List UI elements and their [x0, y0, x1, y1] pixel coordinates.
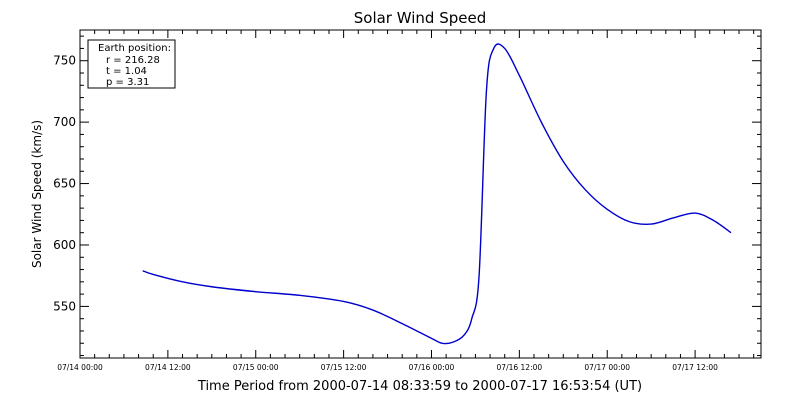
y-axis-label: Solar Wind Speed (km/s) [30, 120, 44, 268]
x-tick-label: 07/15 00:00 [233, 363, 279, 372]
y-tick-label: 750 [53, 54, 76, 68]
x-tick-label: 07/15 12:00 [321, 363, 367, 372]
y-tick-label: 550 [53, 299, 76, 313]
series-layer [142, 43, 732, 345]
ticks-layer: 550 600 650 700 750 07/14 00:00 07/14 12:00 07/… [53, 30, 761, 372]
x-tick-label: 07/16 12:00 [497, 363, 543, 372]
series-line [142, 43, 732, 345]
x-tick-label: 07/14 12:00 [145, 363, 191, 372]
earth-position-heading: Earth position: [98, 43, 171, 54]
earth-position-box-frame [87, 39, 176, 89]
x-tick-label: 07/17 00:00 [584, 363, 630, 372]
earth-position-box: Earth position: r = 216.28 t = 1.04 p = … [87, 39, 176, 89]
x-tick-label: 07/14 00:00 [57, 363, 103, 372]
chart-title: Solar Wind Speed [354, 9, 486, 27]
y-tick-label: 650 [53, 177, 76, 191]
x-axis-label: Time Period from 2000-07-14 08:33:59 to … [197, 379, 642, 394]
y-tick-label: 700 [53, 115, 76, 129]
x-tick-label: 07/17 12:00 [672, 363, 718, 372]
earth-position-t: t = 1.04 [106, 66, 147, 77]
plot-frame [79, 29, 762, 359]
x-tick-label: 07/16 00:00 [409, 363, 455, 372]
earth-position-r: r = 216.28 [106, 55, 160, 66]
earth-position-p: p = 3.31 [106, 77, 149, 88]
y-tick-label: 600 [53, 238, 76, 252]
